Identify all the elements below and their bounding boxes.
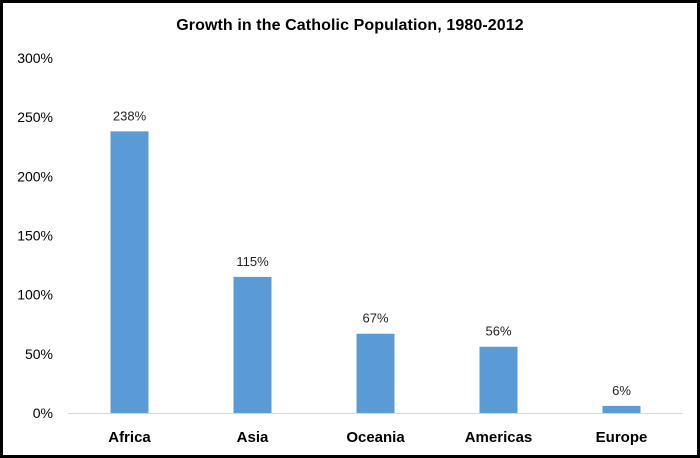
bar-oceania (356, 333, 395, 413)
y-tick-label: 50% (25, 346, 53, 362)
y-tick-label: 200% (17, 168, 53, 184)
data-label: 56% (485, 324, 511, 339)
x-tick-label: Oceania (346, 429, 405, 446)
x-axis: Africa Asia Oceania Americas Europe (108, 429, 647, 446)
y-tick-label: 300% (17, 50, 53, 66)
bar-americas (479, 346, 518, 413)
data-labels-group: 238% 115% 67% 56% 6% (113, 108, 631, 398)
y-tick-label: 0% (33, 405, 53, 421)
data-label: 115% (236, 254, 269, 269)
data-label: 6% (612, 383, 631, 398)
bar-chart: 0% 50% 100% 150% 200% 250% 300% 238% 115% 67% 56%… (17, 50, 683, 446)
y-tick-label: 250% (17, 109, 53, 125)
x-tick-label: Europe (596, 429, 648, 446)
x-tick-label: Asia (237, 429, 269, 446)
bar-europe (602, 405, 641, 413)
data-label: 238% (113, 108, 147, 123)
x-tick-label: Americas (465, 429, 533, 446)
y-tick-label: 150% (17, 228, 53, 244)
bar-asia (233, 276, 272, 413)
data-label: 67% (362, 311, 388, 326)
chart-title: Growth in the Catholic Population, 1980-… (176, 17, 524, 34)
bar-africa (110, 131, 149, 413)
bars-group (110, 131, 641, 413)
y-axis: 0% 50% 100% 150% 200% 250% 300% (17, 50, 53, 421)
y-tick-label: 100% (17, 287, 53, 303)
x-tick-label: Africa (108, 429, 151, 446)
